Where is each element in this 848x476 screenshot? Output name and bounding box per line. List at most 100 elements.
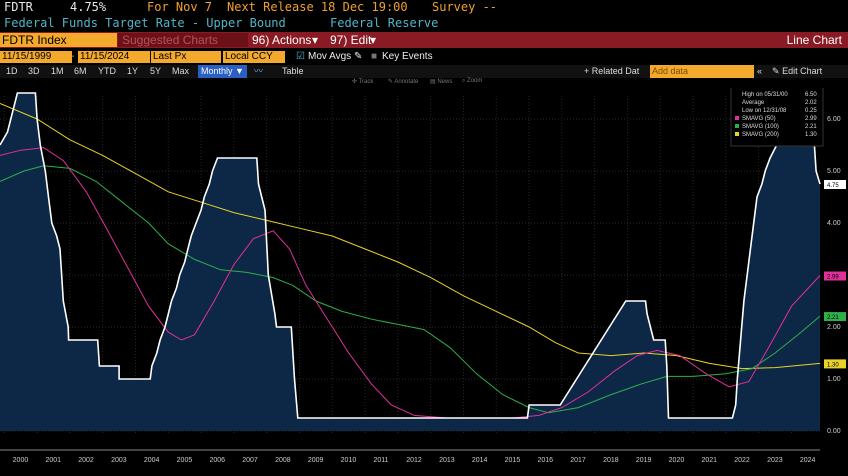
edit-chevron-icon[interactable]: ▾ — [370, 33, 377, 47]
x-tick-label: 2024 — [800, 457, 816, 464]
x-tick-label: 2012 — [406, 457, 422, 464]
period-3d[interactable]: 3D — [28, 66, 40, 76]
legend-value: 4.75 — [805, 88, 817, 90]
x-tick-label: 2020 — [669, 457, 685, 464]
period-row: 1D 3D 1M 6M YTD 1Y 5Y Max Monthly ▼ 〰 Ta… — [0, 65, 848, 78]
mov-avgs-label[interactable]: Mov Avgs — [308, 51, 352, 62]
edit-chart-label: Edit Chart — [782, 66, 823, 76]
x-tick-label: 2011 — [373, 457, 388, 464]
legend-label: High on 05/31/00 — [742, 92, 788, 98]
period-1y[interactable]: 1Y — [127, 66, 139, 76]
x-tick-label: 2000 — [13, 457, 29, 464]
table-button[interactable]: Table — [282, 66, 304, 76]
period-5y[interactable]: 5Y — [150, 66, 162, 76]
edit-chart-button[interactable]: ✎ Edit Chart — [772, 65, 822, 78]
period-max[interactable]: Max — [172, 66, 190, 76]
last-value-tag-text: 2.21 — [827, 315, 839, 321]
sma200-line — [0, 102, 821, 370]
end-date-input[interactable]: 11/15/2024 — [78, 51, 150, 63]
last-value-tag-bg — [824, 312, 846, 322]
currency-select[interactable]: Local CCY — [223, 51, 285, 63]
data-source: Federal Reserve — [330, 16, 439, 30]
key-events-label[interactable]: Key Events — [382, 51, 433, 62]
y-tick-label: 5.00 — [827, 168, 841, 175]
y-tick-label: 4.00 — [827, 220, 841, 227]
security-field[interactable]: FDTR Index — [0, 33, 117, 47]
x-axis: 2000 2001 2002 2003 2004 2005 2006 2007 2008 2009… — [0, 449, 820, 464]
y-tick-label: 0.00 — [827, 428, 841, 435]
last-value-tag-bg — [824, 271, 846, 281]
price-line — [0, 92, 821, 419]
key-events-checkbox-icon[interactable]: ■ — [371, 51, 378, 62]
x-tick-label: 2022 — [734, 457, 750, 464]
rate-chart[interactable]: 0.001.002.003.004.005.006.00 20002001200… — [0, 88, 848, 476]
zoom-label: Zoom — [467, 78, 483, 84]
frequency-select[interactable]: Monthly ▼ — [198, 65, 247, 78]
for-date: For Nov 7 — [147, 0, 213, 14]
y-tick-label: 1.00 — [827, 376, 841, 383]
current-value: 4.75% — [70, 0, 107, 14]
x-tick-label: 2010 — [341, 457, 357, 464]
x-tick-label: 2007 — [242, 457, 258, 464]
period-6m[interactable]: 6M — [74, 66, 87, 76]
related-data-button[interactable]: + Related Dat — [584, 66, 640, 76]
news-label: News — [437, 79, 453, 85]
add-data-input[interactable]: Add data — [650, 65, 754, 78]
period-ytd[interactable]: YTD — [98, 66, 116, 76]
series-lines — [0, 92, 821, 419]
legend-value: 2.99 — [805, 116, 817, 122]
legend-swatch — [735, 124, 739, 128]
legend-label: Average — [742, 100, 765, 106]
mov-avgs-checkbox-icon[interactable]: ☑ — [296, 51, 305, 62]
pencil-icon[interactable]: ✎ — [354, 51, 363, 62]
legend-value: 2.21 — [805, 124, 817, 130]
x-tick-label: 2017 — [570, 457, 586, 464]
y-tick-label: 6.00 — [827, 116, 841, 123]
collapse-icon[interactable]: « — [757, 66, 763, 76]
news-tool[interactable]: ▤ News — [430, 78, 452, 85]
sma50-line — [0, 147, 821, 419]
start-date-input[interactable]: 11/15/1999 — [0, 51, 72, 63]
zoom-icon: ⌕ — [462, 78, 466, 84]
last-value-tag-bg — [824, 359, 846, 369]
x-tick-label: 2015 — [505, 457, 521, 464]
track-tool[interactable]: ✣ Track — [352, 78, 373, 85]
track-icon: ✣ — [352, 79, 358, 85]
annotate-tool[interactable]: ✎ Annotate — [388, 78, 418, 85]
x-tick-label: 2014 — [472, 457, 488, 464]
x-tick-label: 2004 — [144, 457, 160, 464]
header-line-2: Federal Funds Target Rate - Upper Bound … — [0, 16, 848, 32]
suggested-charts-button[interactable]: Suggested Charts — [118, 33, 248, 47]
x-tick-label: 2005 — [177, 457, 193, 464]
chart-type-label[interactable]: Line Chart — [786, 33, 842, 47]
x-tick-label: 2016 — [537, 457, 553, 464]
actions-chevron-icon[interactable]: ▾ — [312, 33, 319, 47]
frequency-label: Monthly — [201, 66, 233, 76]
x-tick-label: 2008 — [275, 457, 291, 464]
price-field-select[interactable]: Last Px — [151, 51, 221, 63]
zoom-tool[interactable]: ⌕ Zoom — [462, 78, 482, 85]
legend-label: SMAVG (200) — [742, 132, 779, 138]
track-label: Track — [358, 79, 374, 85]
last-value-tag-bg — [824, 180, 846, 189]
legend-label: SMAVG (100) — [742, 124, 779, 130]
period-1d[interactable]: 1D — [6, 66, 18, 76]
annotate-label: Annotate — [394, 79, 419, 85]
edit-menu[interactable]: 97) Edit — [330, 33, 372, 47]
legend-value: 2.02 — [805, 100, 817, 106]
edit-chart-pencil-icon: ✎ — [772, 66, 780, 76]
legend-value: 6.50 — [805, 92, 817, 98]
legend-label: Last Price — [742, 88, 769, 90]
x-tick-label: 2018 — [603, 457, 619, 464]
legend-frame — [730, 88, 824, 147]
x-tick-label: 2023 — [767, 457, 783, 464]
last-value-tag-text: 2.99 — [827, 275, 839, 281]
date-separator: - — [71, 51, 75, 62]
chart-style-icon[interactable]: 〰 — [254, 66, 264, 76]
period-1m[interactable]: 1M — [51, 66, 64, 76]
next-release: Next Release 18 Dec 19:00 — [227, 0, 408, 14]
x-tick-label: 2009 — [308, 457, 324, 464]
actions-menu[interactable]: 96) Actions — [252, 33, 312, 47]
legend-swatch — [735, 116, 739, 120]
x-tick-label: 2019 — [636, 457, 652, 464]
